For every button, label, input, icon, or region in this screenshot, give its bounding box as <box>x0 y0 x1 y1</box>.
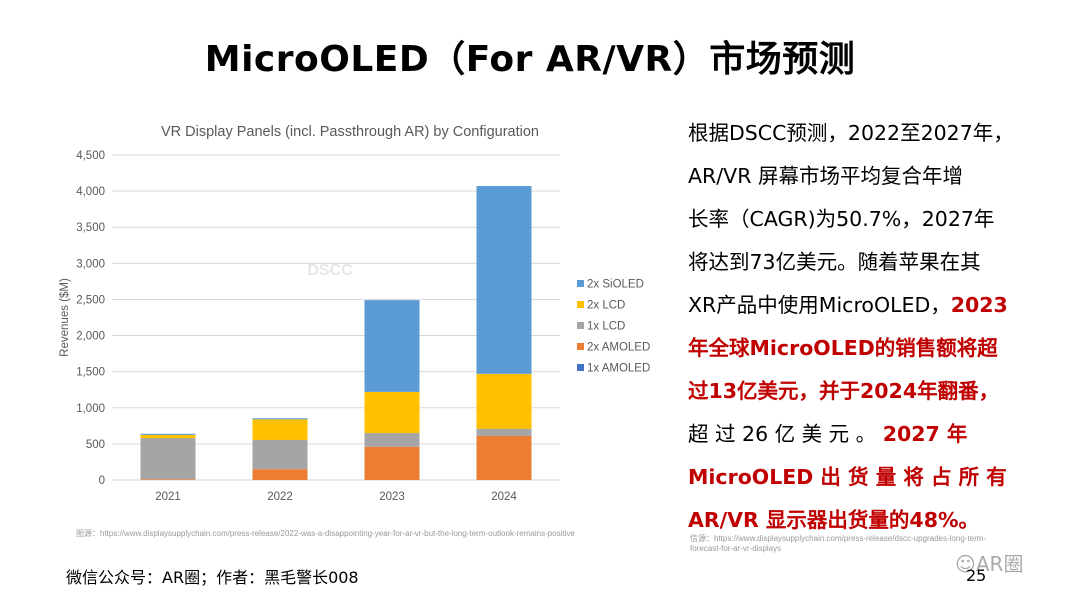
bar-segment-1x-lcd-2021 <box>140 438 196 480</box>
wechat-icon: ☺ <box>955 552 976 576</box>
chart-title: VR Display Panels (incl. Passthrough AR)… <box>161 124 539 140</box>
bar-segment-1x-lcd-2022 <box>252 439 308 470</box>
bar-segment-2x-amoled-2022 <box>252 469 308 480</box>
bar-segment-2x-sioled-2022 <box>252 418 308 420</box>
bar-segment-2x-lcd-2022 <box>252 419 308 440</box>
bar-segment-2x-lcd-2021 <box>140 434 196 439</box>
body-text-segment: 将达到73亿美元。随着苹果在其 <box>688 250 981 274</box>
y-axis-label: Revenues ($M) <box>59 278 71 357</box>
footer-credit: 微信公众号：AR圈；作者：黑毛警长008 <box>66 568 359 587</box>
highlight-text: 2027 年 <box>882 422 968 446</box>
legend-swatch <box>577 322 584 329</box>
highlight-text: AR/VR 显示器出货量的48%。 <box>688 508 979 532</box>
slide-title: MicroOLED（For AR/VR）市场预测 <box>204 39 856 80</box>
x-tick-label: 2022 <box>267 491 293 503</box>
body-line: XR产品中使用MicroOLED，2023 <box>688 284 1048 327</box>
body-text-segment: 长率（CAGR)为50.7%，2027年 <box>688 207 995 231</box>
body-line: 年全球MicroOLED的销售额将超 <box>688 327 1048 370</box>
legend-label: 2x AMOLED <box>587 342 650 354</box>
bar-segment-2x-amoled-2023 <box>364 446 420 480</box>
body-line: 过13亿美元，并于2024年翻番， <box>688 370 1048 413</box>
y-tick-label: 3,500 <box>76 222 105 234</box>
legend-swatch <box>577 301 584 308</box>
legend-label: 1x LCD <box>587 321 625 333</box>
body-text-segment: XR产品中使用MicroOLED， <box>688 293 951 317</box>
x-tick-label: 2021 <box>155 491 181 503</box>
bar-segment-1x-lcd-2023 <box>364 433 420 447</box>
legend-label: 1x AMOLED <box>587 363 650 375</box>
watermark-logo: ☺AR圈 <box>955 548 1023 577</box>
bar-segment-2x-amoled-2021 <box>140 479 196 480</box>
highlight-text: MicroOLED 出 货 量 将 占 所 有 <box>688 465 1007 489</box>
bar-segment-2x-amoled-2024 <box>476 435 532 480</box>
legend-swatch <box>577 280 584 287</box>
body-line: 将达到73亿美元。随着苹果在其 <box>688 241 1048 284</box>
highlight-text: 过13亿美元，并于2024年翻番， <box>688 379 1000 403</box>
y-tick-label: 2,500 <box>76 294 105 306</box>
body-line: 超 过 26 亿 美 元 。 2027 年 <box>688 413 1048 456</box>
body-text-segment: AR/VR 屏幕市场平均复合年增 <box>688 164 963 188</box>
bar-segment-2x-lcd-2024 <box>476 373 532 429</box>
legend-label: 2x LCD <box>587 300 625 312</box>
body-line: AR/VR 屏幕市场平均复合年增 <box>688 155 1048 198</box>
body-text: 根据DSCC预测，2022至2027年， AR/VR 屏幕市场平均复合年增长率（C… <box>688 112 1048 542</box>
bar-segment-1x-lcd-2024 <box>476 428 532 436</box>
x-tick-label: 2023 <box>379 491 405 503</box>
dscc-watermark: DSCC <box>307 262 353 279</box>
source-left: 图源：https://www.displaysupplychain.com/pr… <box>76 529 575 538</box>
highlight-text: 2023 <box>950 293 1008 317</box>
body-line: MicroOLED 出 货 量 将 占 所 有 <box>688 456 1048 499</box>
body-line: 长率（CAGR)为50.7%，2027年 <box>688 198 1048 241</box>
legend-swatch <box>577 364 584 371</box>
y-tick-label: 2,000 <box>76 331 105 343</box>
watermark-text: AR圈 <box>975 552 1024 576</box>
y-tick-label: 3,000 <box>76 258 105 270</box>
legend-swatch <box>577 343 584 350</box>
y-tick-label: 4,500 <box>76 150 105 162</box>
bar-segment-2x-lcd-2023 <box>364 391 420 434</box>
y-tick-label: 1,500 <box>76 367 105 379</box>
body-line: AR/VR 显示器出货量的48%。 <box>688 499 1048 542</box>
y-tick-label: 500 <box>86 439 105 451</box>
body-line: 根据DSCC预测，2022至2027年， <box>688 112 1048 155</box>
page-number: 25 <box>966 566 987 585</box>
y-tick-label: 4,000 <box>76 186 105 198</box>
stacked-bar-chart: VR Display Panels (incl. Passthrough AR)… <box>59 124 650 503</box>
source-right-line1: 信源：https://www.displaysupplychain.com/pr… <box>690 534 987 543</box>
bar-segment-2x-sioled-2021 <box>140 433 196 435</box>
bar-segment-2x-sioled-2024 <box>476 186 532 374</box>
source-right-line2: forecast-for-ar-vr-displays <box>690 544 782 553</box>
body-text-segment: 根据DSCC预测，2022至2027年， <box>688 121 1014 145</box>
y-tick-label: 0 <box>99 475 105 487</box>
y-tick-label: 1,000 <box>76 403 105 415</box>
bar-segment-2x-sioled-2023 <box>364 300 420 392</box>
highlight-text: 年全球MicroOLED的销售额将超 <box>688 336 998 360</box>
legend-label: 2x SiOLED <box>587 279 644 291</box>
x-tick-label: 2024 <box>491 491 517 503</box>
body-text-segment: 超 过 26 亿 美 元 。 <box>688 422 883 446</box>
